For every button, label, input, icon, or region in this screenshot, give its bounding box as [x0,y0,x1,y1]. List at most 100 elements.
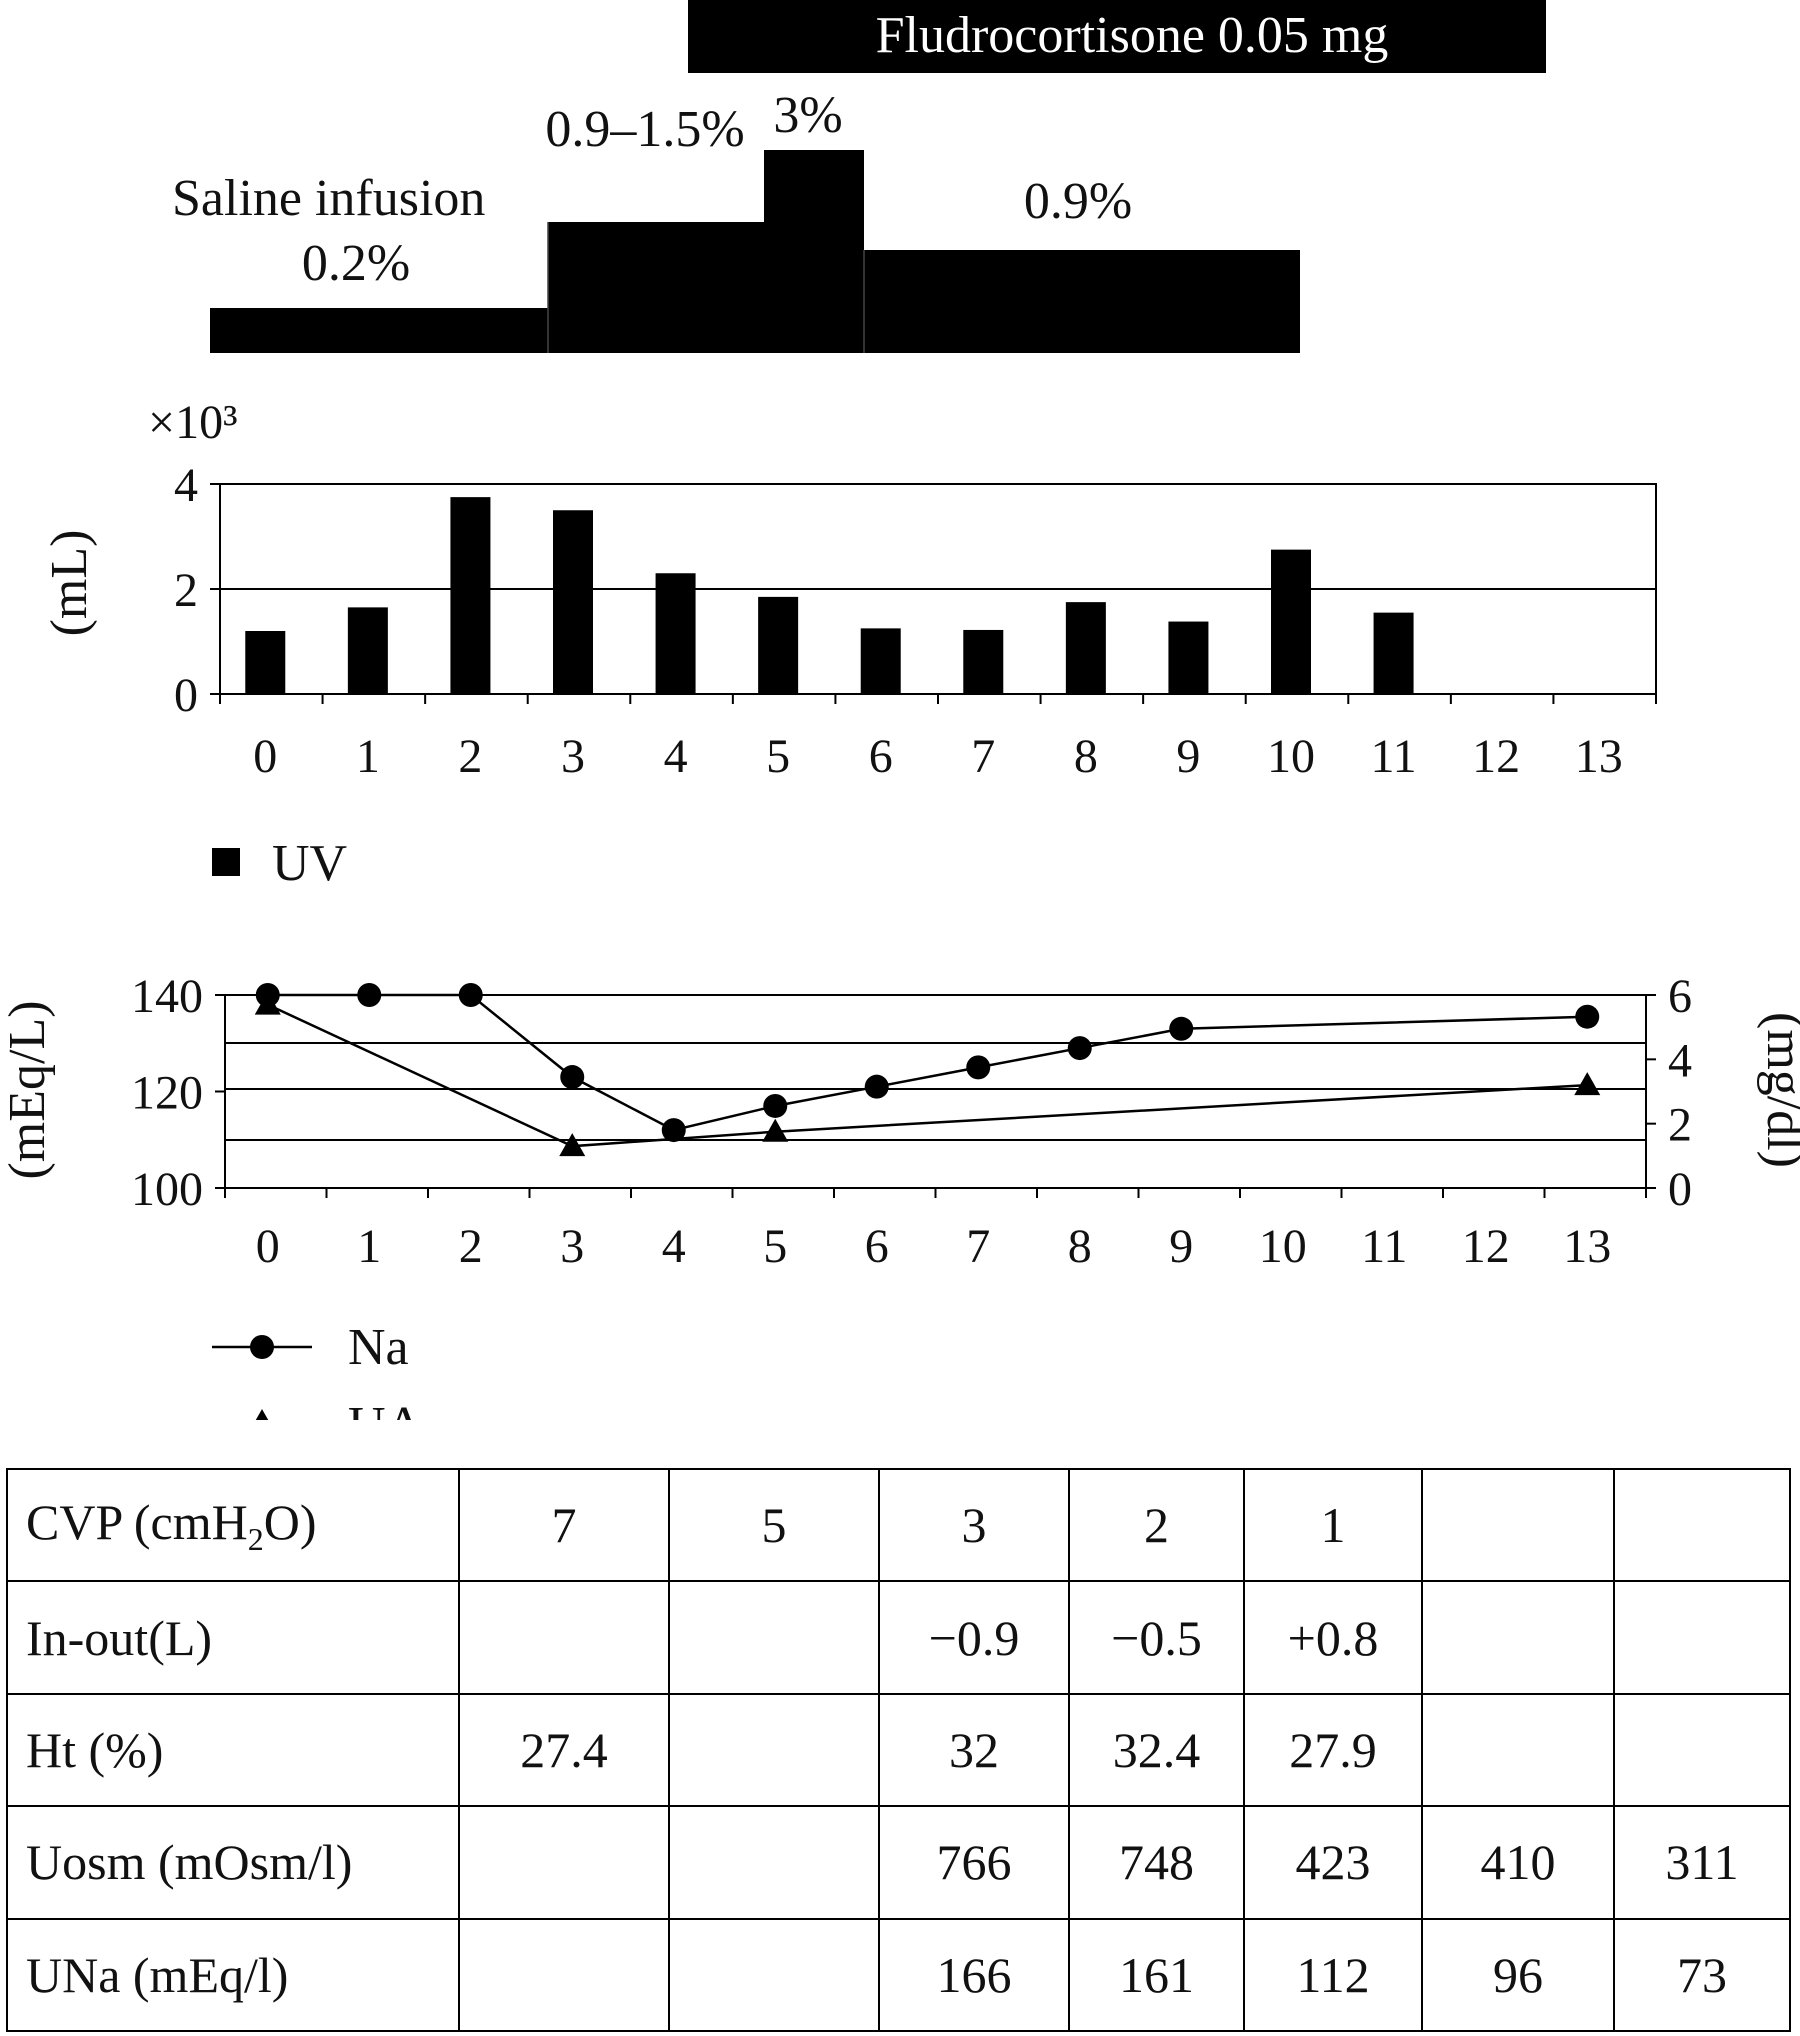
x-tick-label: 10 [1267,730,1315,783]
table-cell [668,1917,880,2033]
table-cell [668,1692,880,1808]
point-na [763,1093,788,1118]
point-na [1575,1004,1600,1029]
bar [963,629,1004,694]
table-cell: −0.9 [878,1580,1070,1695]
table-cell [1421,1580,1615,1695]
y-tick-label-right: 2 [1668,1099,1692,1152]
point-na [357,983,382,1007]
table-cell: +0.8 [1243,1580,1423,1695]
y-tick-label: 120 [131,1067,203,1120]
table-cell: 766 [878,1805,1070,1920]
y-axis-label-left: (mEq/L) [0,1000,56,1179]
x-tick-label: 13 [1563,1220,1611,1273]
x-tick-label: 10 [1259,1220,1307,1273]
x-tick-label: 8 [1074,730,1098,783]
point-na [560,1065,585,1090]
table-cell: 112 [1243,1917,1423,2033]
y-tick-label: 0 [174,669,198,722]
table-cell: 32 [878,1692,1070,1808]
point-na [864,1074,889,1099]
x-tick-label: 3 [560,1220,584,1273]
x-tick-label: 4 [662,1220,686,1273]
table-row: CVP (cmH2O) 7 5 3 2 1 [6,1467,1791,1583]
point-ua [559,1133,586,1157]
row-label: Ht (%) [6,1692,460,1808]
table-row: Ht (%) 27.4 32 32.4 27.9 [6,1692,1791,1808]
y-tick-label-right: 4 [1668,1034,1692,1087]
table-cell: 748 [1068,1805,1245,1920]
y-tick-label: 140 [131,970,203,1023]
protocol-diagram: Fludrocortisone 0.05 mg Saline infusion … [172,0,1546,353]
legend-label: UA [348,1397,424,1420]
legend-label: UV [272,835,347,892]
table-cell: 96 [1421,1917,1615,2033]
x-tick-label: 4 [664,730,688,783]
saline-step-3 [764,150,864,353]
table-row: UNa (mEq/l) 166 161 112 96 73 [6,1917,1791,2033]
bar [1168,621,1209,694]
row-label: CVP (cmH2O) [6,1467,460,1583]
table-cell: 423 [1243,1805,1423,1920]
table-cell: 1 [1243,1467,1423,1583]
bar [860,628,901,694]
point-ua [1574,1072,1601,1096]
point-na [458,983,483,1007]
row-label: UNa (mEq/l) [6,1917,460,2033]
bar [655,573,696,694]
table-cell: −0.5 [1068,1580,1245,1695]
table-cell [668,1805,880,1920]
x-tick-label: 0 [256,1220,280,1273]
series-line-na [267,993,1588,1132]
legend-label: Na [348,1319,409,1376]
bar [1065,602,1106,694]
series-line-ua [267,1003,1588,1148]
x-tick-label: 1 [357,1220,381,1273]
x-tick-label: 9 [1169,1220,1193,1273]
figure: Fludrocortisone 0.05 mg Saline infusion … [0,0,1800,1420]
legend-marker [212,848,240,876]
lab-values-table: CVP (cmH2O) 7 5 3 2 1 In-out(L) −0.9 −0.5 +0.8 Ht … [6,1467,1791,2033]
x-tick-label: 12 [1462,1220,1510,1273]
saline-step-0.9 [864,250,1300,353]
x-tick-label: 6 [865,1220,889,1273]
table-cell: 32.4 [1068,1692,1245,1808]
table-row: Uosm (mOsm/l) 766 748 423 410 311 [6,1805,1791,1920]
bar [245,631,286,694]
saline-step-0.2 [210,308,548,353]
point-na [1169,1016,1194,1041]
point-na [661,1118,686,1143]
table-cell: 410 [1421,1805,1615,1920]
bar [1373,612,1414,694]
table-cell: 3 [878,1467,1070,1583]
table-cell [458,1917,670,2033]
fludrocortisone-label: Fludrocortisone 0.05 mg [876,7,1389,64]
row-label: In-out(L) [6,1580,460,1695]
saline-step-label: 0.9–1.5% [545,101,744,158]
y-tick-label-right: 0 [1668,1163,1692,1216]
table-cell: 73 [1613,1917,1791,2033]
bar [450,497,491,694]
bar [553,510,593,694]
x-tick-label: 5 [766,730,790,783]
point-na [966,1055,991,1080]
x-tick-label: 5 [763,1220,787,1273]
table-cell [1421,1692,1615,1808]
table-cell [1613,1692,1791,1808]
table-cell: 2 [1068,1467,1245,1583]
table-row: In-out(L) −0.9 −0.5 +0.8 [6,1580,1791,1695]
table-cell [458,1805,670,1920]
table-cell: 27.9 [1243,1692,1423,1808]
x-tick-label: 13 [1575,730,1623,783]
y-axis-label-right: (mg/dl) [1756,1012,1800,1168]
x-tick-label: 11 [1370,730,1416,783]
saline-step-label: 3% [773,87,842,144]
point-ua [762,1118,789,1142]
legend-marker-na [250,1335,274,1359]
saline-step-label: 0.2% [302,235,410,292]
saline-infusion-title: Saline infusion [172,170,485,227]
y-tick-label: 4 [174,459,198,512]
x-tick-label: 3 [561,730,585,783]
